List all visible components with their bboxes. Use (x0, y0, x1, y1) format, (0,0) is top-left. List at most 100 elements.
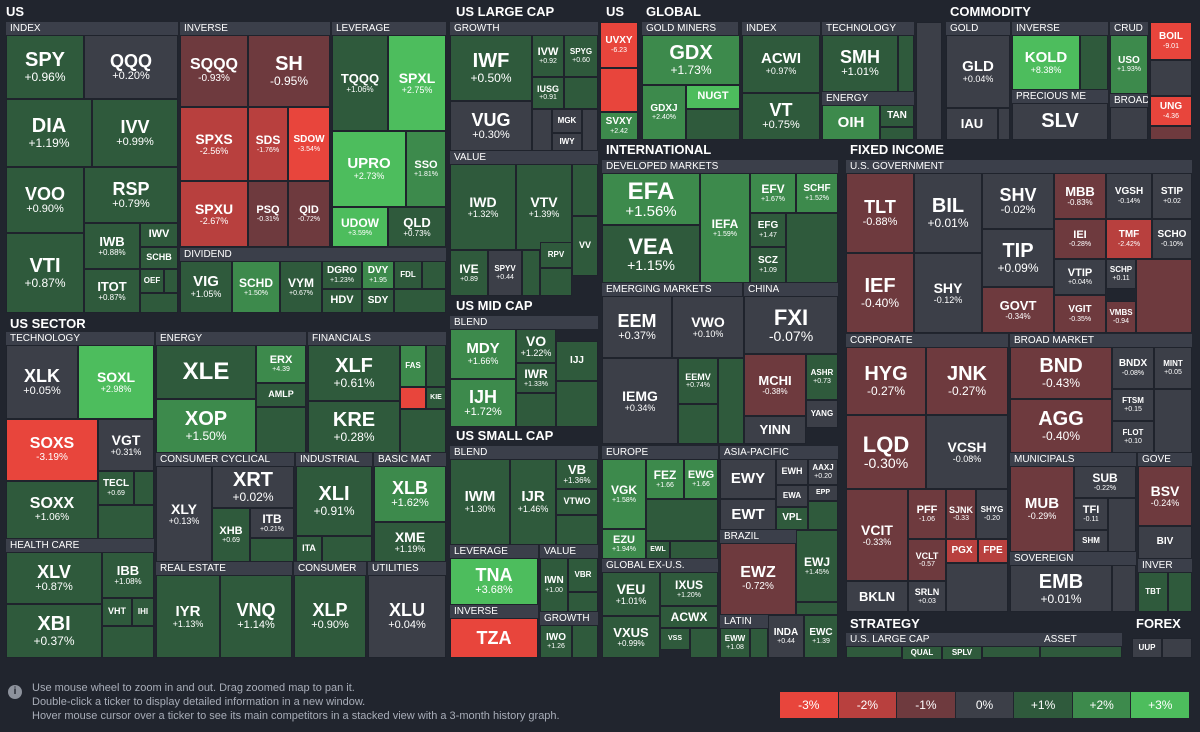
ticker-tile-govt[interactable]: GOVT -0.34% (982, 287, 1054, 333)
ticker-tile-xlf[interactable]: XLF +0.61% (308, 345, 400, 401)
ticker-tile-boil[interactable]: BOIL -9.01 (1150, 22, 1192, 60)
ticker-tile-tip[interactable]: TIP +0.09% (982, 229, 1054, 287)
ticker-tile-bndx[interactable]: BNDX -0.08% (1112, 347, 1154, 389)
ticker-tile-xly[interactable]: XLY +0.13% (156, 466, 212, 562)
ticker-tile-iusg[interactable]: IUSG +0.91 (532, 77, 564, 109)
ticker-tile-mdy[interactable]: MDY +1.66% (450, 329, 516, 379)
ticker-tile-xlp[interactable]: XLP +0.90% (294, 575, 366, 658)
ticker-tile-mbb[interactable]: MBB -0.83% (1054, 173, 1106, 219)
ticker-tile-spxs[interactable]: SPXS -2.56% (180, 107, 248, 181)
ticker-tile-ijr[interactable]: IJR +1.46% (510, 459, 556, 545)
ticker-tile-ivv[interactable]: IVV +0.99% (92, 99, 178, 167)
ticker-tile-schb[interactable]: SCHB (140, 247, 178, 269)
ticker-tile-ewc[interactable]: EWC +1.39 (804, 615, 838, 658)
ticker-tile-bil[interactable]: BIL +0.01% (914, 173, 982, 253)
ticker-tile-sjnk[interactable]: SJNK -0.33 (946, 489, 976, 539)
ticker-tile-tbt[interactable]: TBT (1138, 572, 1168, 612)
ticker-tile-vxus[interactable]: VXUS +0.99% (602, 616, 660, 658)
ticker-tile-pgx[interactable]: PGX (946, 539, 978, 563)
ticker-tile-xli[interactable]: XLI +0.91% (296, 466, 372, 536)
ticker-tile-udow[interactable]: UDOW +3.59% (332, 207, 388, 247)
ticker-tile-ijj[interactable]: IJJ (556, 341, 598, 381)
ticker-tile-iwv[interactable]: IWV (140, 223, 178, 247)
ticker-tile-veu[interactable]: VEU +1.01% (602, 572, 660, 616)
ticker-tile-scz[interactable]: SCZ +1.09 (750, 247, 786, 283)
ticker-tile-shv[interactable]: SHV -0.02% (982, 173, 1054, 229)
ticker-tile-pff[interactable]: PFF -1.06 (908, 489, 946, 539)
ticker-tile-inda[interactable]: INDA +0.44 (768, 615, 804, 658)
ticker-tile-xop[interactable]: XOP +1.50% (156, 399, 256, 453)
ticker-tile-soxs[interactable]: SOXS -3.19% (6, 419, 98, 481)
ticker-tile-splv[interactable]: SPLV (942, 646, 982, 660)
ticker-tile-aaxj[interactable]: AAXJ +0.20 (808, 459, 838, 485)
ticker-tile-uso[interactable]: USO +1.93% (1110, 35, 1148, 94)
ticker-tile-vv[interactable]: VV (572, 216, 598, 276)
ticker-tile-oih[interactable]: OIH (822, 105, 880, 140)
ticker-tile-soxx[interactable]: SOXX +1.06% (6, 481, 98, 539)
ticker-tile-shy[interactable]: SHY -0.12% (914, 253, 982, 333)
ticker-tile-tna[interactable]: TNA +3.68% (450, 558, 538, 605)
ticker-tile-psq[interactable]: PSQ -0.31% (248, 181, 288, 247)
ticker-tile-vb[interactable]: VB +1.36% (556, 459, 598, 489)
ticker-tile-iwr[interactable]: IWR +1.33% (516, 363, 556, 393)
ticker-tile-sqqq[interactable]: SQQQ -0.93% (180, 35, 248, 107)
ticker-tile-voo[interactable]: VOO +0.90% (6, 167, 84, 233)
ticker-tile-ewh[interactable]: EWH (776, 459, 808, 485)
ticker-tile-gdxj[interactable]: GDXJ +2.40% (642, 85, 686, 140)
ticker-tile-schd[interactable]: SCHD +1.50% (232, 261, 280, 313)
ticker-tile-ewg[interactable]: EWG +1.66 (684, 459, 718, 499)
ticker-tile-efv[interactable]: EFV +1.67% (750, 173, 796, 213)
ticker-tile-spxu[interactable]: SPXU -2.67% (180, 181, 248, 247)
ticker-tile-upro[interactable]: UPRO +2.73% (332, 131, 406, 207)
ticker-tile-rpv[interactable]: RPV (540, 242, 572, 268)
ticker-tile-tqqq[interactable]: TQQQ +1.06% (332, 35, 388, 131)
ticker-tile-sub[interactable]: SUB -0.22% (1074, 466, 1136, 498)
ticker-tile-iemg[interactable]: IEMG +0.34% (602, 358, 678, 444)
ticker-tile-ief[interactable]: IEF -0.40% (846, 253, 914, 333)
ticker-tile-eem[interactable]: EEM +0.37% (602, 296, 672, 358)
ticker-tile-vss[interactable]: VSS (660, 628, 690, 650)
ticker-tile-vtv[interactable]: VTV +1.39% (516, 164, 572, 250)
ticker-tile-itb[interactable]: ITB +0.21% (250, 508, 294, 538)
ticker-tile-tza[interactable]: TZA (450, 618, 538, 658)
ticker-tile-eemv[interactable]: EEMV +0.74% (678, 358, 718, 404)
ticker-tile-vtwo[interactable]: VTWO (556, 489, 598, 515)
ticker-tile-iei[interactable]: IEI -0.28% (1054, 219, 1106, 259)
ticker-tile-vgt[interactable]: VGT +0.31% (98, 419, 154, 471)
ticker-tile-vht[interactable]: VHT (102, 598, 132, 626)
ticker-tile-schf[interactable]: SCHF +1.52% (796, 173, 838, 213)
ticker-tile-vug[interactable]: VUG +0.30% (450, 101, 532, 151)
ticker-tile-iwf[interactable]: IWF +0.50% (450, 35, 532, 101)
ticker-tile-vclt[interactable]: VCLT -0.57 (908, 539, 946, 581)
ticker-tile-qual[interactable]: QUAL (902, 646, 942, 660)
ticker-tile-tan[interactable]: TAN (880, 105, 914, 127)
ticker-tile-bnd[interactable]: BND -0.43% (1010, 347, 1112, 399)
ticker-tile-kie[interactable]: KIE (426, 387, 446, 409)
ticker-tile-qid[interactable]: QID -0.72% (288, 181, 330, 247)
ticker-tile-ewa[interactable]: EWA (776, 485, 808, 507)
ticker-tile-tfi[interactable]: TFI -0.11 (1074, 498, 1108, 530)
ticker-tile-flot[interactable]: FLOT +0.10 (1112, 421, 1154, 453)
ticker-tile-kre[interactable]: KRE +0.28% (308, 401, 400, 453)
ticker-tile-sh[interactable]: SH -0.95% (248, 35, 330, 107)
ticker-tile-dgro[interactable]: DGRO +1.23% (322, 261, 362, 289)
ticker-tile-acwx[interactable]: ACWX (660, 606, 718, 628)
ticker-tile-dia[interactable]: DIA +1.19% (6, 99, 92, 167)
ticker-tile-ewl[interactable]: EWL (646, 541, 670, 559)
ticker-tile-acwi[interactable]: ACWI +0.97% (742, 35, 820, 93)
ticker-tile-erx[interactable]: ERX +4.39 (256, 345, 306, 383)
ticker-tile-ftsm[interactable]: FTSM +0.15 (1112, 389, 1154, 421)
ticker-tile-tecl[interactable]: TECL +0.69 (98, 471, 134, 505)
ticker-tile-uup[interactable]: UUP (1132, 638, 1162, 658)
ticker-tile-spy[interactable]: SPY +0.96% (6, 35, 84, 99)
ticker-tile-xle[interactable]: XLE (156, 345, 256, 399)
ticker-tile-bsv[interactable]: BSV -0.24% (1138, 466, 1192, 526)
ticker-tile-ashr[interactable]: ASHR +0.73 (806, 354, 838, 400)
ticker-tile-fdl[interactable]: FDL (394, 261, 422, 289)
ticker-tile-itot[interactable]: ITOT +0.87% (84, 269, 140, 313)
ticker-tile-vmbs[interactable]: VMBS -0.94 (1106, 301, 1136, 333)
ticker-tile-mgk[interactable]: MGK (552, 109, 582, 133)
ticker-tile-epp[interactable]: EPP (808, 485, 838, 501)
ticker-tile-vcsh[interactable]: VCSH -0.08% (926, 415, 1008, 489)
ticker-tile-vnq[interactable]: VNQ +1.14% (220, 575, 292, 658)
